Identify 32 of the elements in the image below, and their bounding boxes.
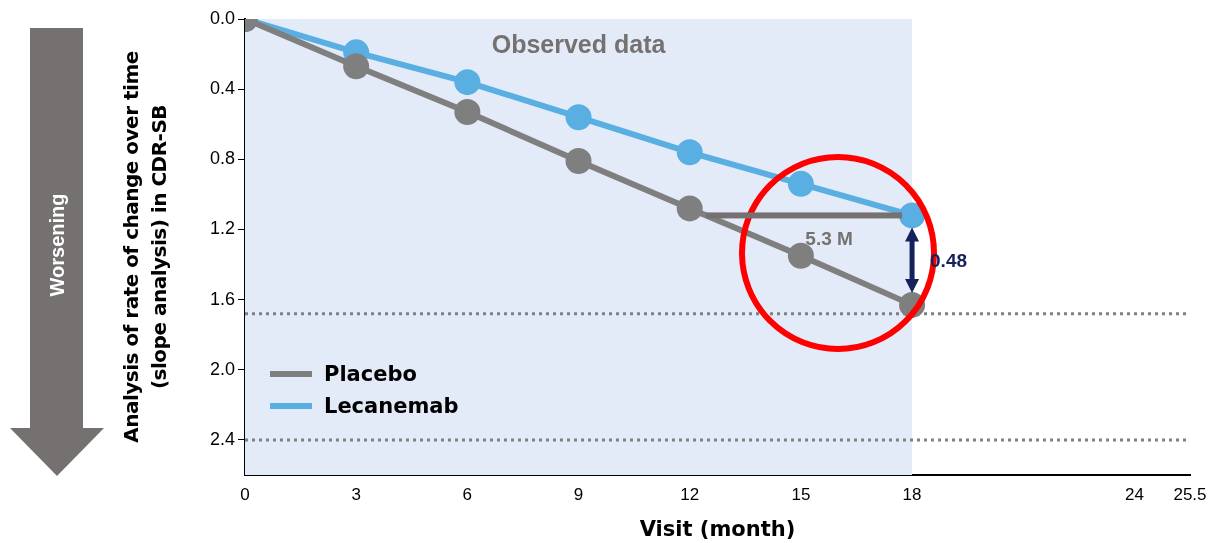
x-tick-label: 18 bbox=[902, 484, 922, 504]
x-tick-label: 12 bbox=[680, 484, 700, 504]
point bbox=[676, 195, 703, 222]
legend-label: Placebo bbox=[324, 362, 417, 386]
y-tick-label: 1.6 bbox=[209, 288, 235, 309]
point bbox=[454, 69, 481, 96]
point bbox=[565, 104, 592, 131]
y-axis-title: Analysis of rate of change over time (slope analysis) in CDR-SB bbox=[118, 50, 172, 445]
y-tick-label: 2.4 bbox=[209, 428, 235, 449]
point bbox=[343, 53, 370, 80]
point bbox=[787, 170, 814, 197]
x-axis-title: Visit (month) bbox=[639, 516, 796, 541]
x-tick-label: 24 bbox=[1124, 484, 1144, 504]
x-tick-label: 3 bbox=[351, 484, 361, 504]
point bbox=[676, 139, 703, 166]
legend-label: Lecanemab bbox=[324, 394, 459, 418]
x-tick-label: 25.5 bbox=[1173, 484, 1207, 504]
point bbox=[565, 148, 592, 175]
band-label: Observed data bbox=[491, 29, 667, 58]
x-tick-label: 9 bbox=[573, 484, 584, 504]
x-tick-label: 0 bbox=[240, 484, 250, 504]
point bbox=[899, 202, 926, 229]
x-tick-label: 6 bbox=[462, 484, 473, 504]
y-tick-label: 2.0 bbox=[209, 358, 235, 379]
point bbox=[454, 98, 481, 125]
text: Worsening bbox=[45, 193, 69, 297]
y-tick-label: 0.0 bbox=[209, 7, 235, 28]
y-tick-label: 0.4 bbox=[209, 78, 235, 99]
y-tick-label: 1.2 bbox=[209, 218, 235, 239]
y-tick-label: 0.8 bbox=[209, 148, 235, 169]
annotation: 5.3 M bbox=[805, 228, 853, 251]
x-tick-label: 15 bbox=[791, 484, 811, 504]
